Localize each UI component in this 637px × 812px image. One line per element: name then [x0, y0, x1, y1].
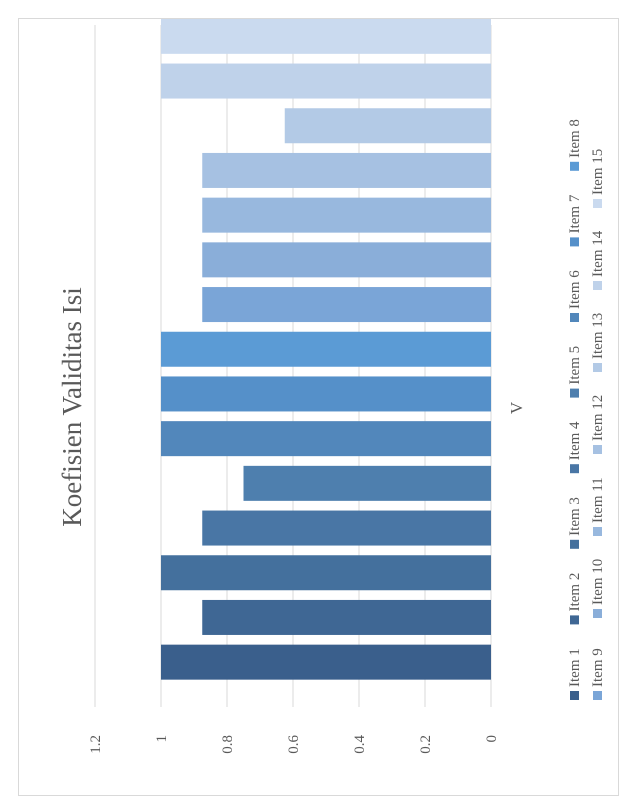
y-tick-label: 0	[484, 735, 500, 743]
y-tick-label: 0.2	[418, 735, 434, 754]
bar-item-10	[202, 242, 491, 278]
legend-swatch	[570, 237, 579, 247]
bar-item-2	[202, 599, 491, 635]
bar-item-11	[202, 197, 491, 233]
legend-label: Item 7	[567, 194, 583, 233]
legend-swatch	[593, 609, 602, 618]
legend-swatch	[593, 445, 602, 454]
y-tick-label: 0.8	[220, 735, 236, 754]
chart-title: Koefisien Validitas Isi	[57, 287, 87, 526]
bar-item-3	[161, 555, 491, 591]
legend-swatch	[570, 388, 579, 398]
bar-item-5	[243, 465, 491, 501]
legend-swatch	[570, 464, 579, 474]
bar-chart: Koefisien Validitas Isi 0 0.2 0.4 0.6 0.8 1 1.…	[57, 18, 606, 754]
y-tick-label: 0.6	[286, 735, 302, 754]
legend-label: Item 3	[567, 497, 583, 536]
legend-label: Item 1	[567, 648, 583, 687]
legend-swatch	[570, 161, 579, 171]
legend-label: Item 13	[590, 313, 606, 359]
legend-swatch	[570, 691, 579, 700]
bar-item-8	[161, 331, 491, 367]
legend-swatch	[593, 363, 602, 372]
bar-item-13	[284, 108, 491, 144]
bar-item-14	[161, 63, 491, 99]
legend-swatch	[570, 615, 579, 625]
chart-frame: Koefisien Validitas Isi 0 0.2 0.4 0.6 0.8 1 1.…	[18, 18, 619, 796]
y-tick-label: 0.4	[352, 735, 368, 754]
chart-rotated-canvas: Koefisien Validitas Isi 0 0.2 0.4 0.6 0.8 1 1.…	[19, 18, 618, 795]
bar-item-6	[161, 421, 491, 457]
y-axis-tick-labels: 0 0.2 0.4 0.6 0.8 1 1.2	[88, 735, 500, 754]
legend-label: Item 14	[590, 230, 606, 277]
bar-item-4	[202, 510, 491, 546]
legend-swatch	[593, 199, 602, 208]
bar-item-9	[202, 287, 491, 323]
bar-item-1	[161, 644, 491, 680]
bar-item-7	[161, 376, 491, 412]
legend: Item 1 Item 2 Item 3 Item 4 Item 5 Item 6 Item…	[567, 119, 606, 700]
legend-swatch	[570, 313, 579, 322]
legend-label: Item 11	[590, 477, 606, 523]
legend-label: Item 10	[590, 559, 606, 605]
bars	[161, 18, 491, 680]
legend-label: Item 9	[590, 648, 606, 687]
legend-swatch	[570, 539, 579, 549]
legend-label: Item 5	[567, 346, 583, 385]
legend-label: Item 2	[567, 573, 583, 612]
legend-label: Item 6	[567, 270, 583, 309]
y-tick-label: 1	[154, 735, 170, 743]
legend-swatch	[593, 527, 602, 536]
y-tick-label: 1.2	[88, 735, 104, 754]
legend-label: Item 4	[567, 421, 583, 460]
legend-label: Item 15	[590, 149, 606, 195]
legend-label: Item 12	[590, 395, 606, 441]
legend-label: Item 8	[567, 119, 583, 158]
legend-swatch	[593, 281, 602, 290]
bar-item-15	[161, 18, 491, 54]
bar-item-12	[202, 152, 491, 188]
legend-swatch	[593, 691, 602, 700]
x-category-label: V	[507, 401, 526, 414]
